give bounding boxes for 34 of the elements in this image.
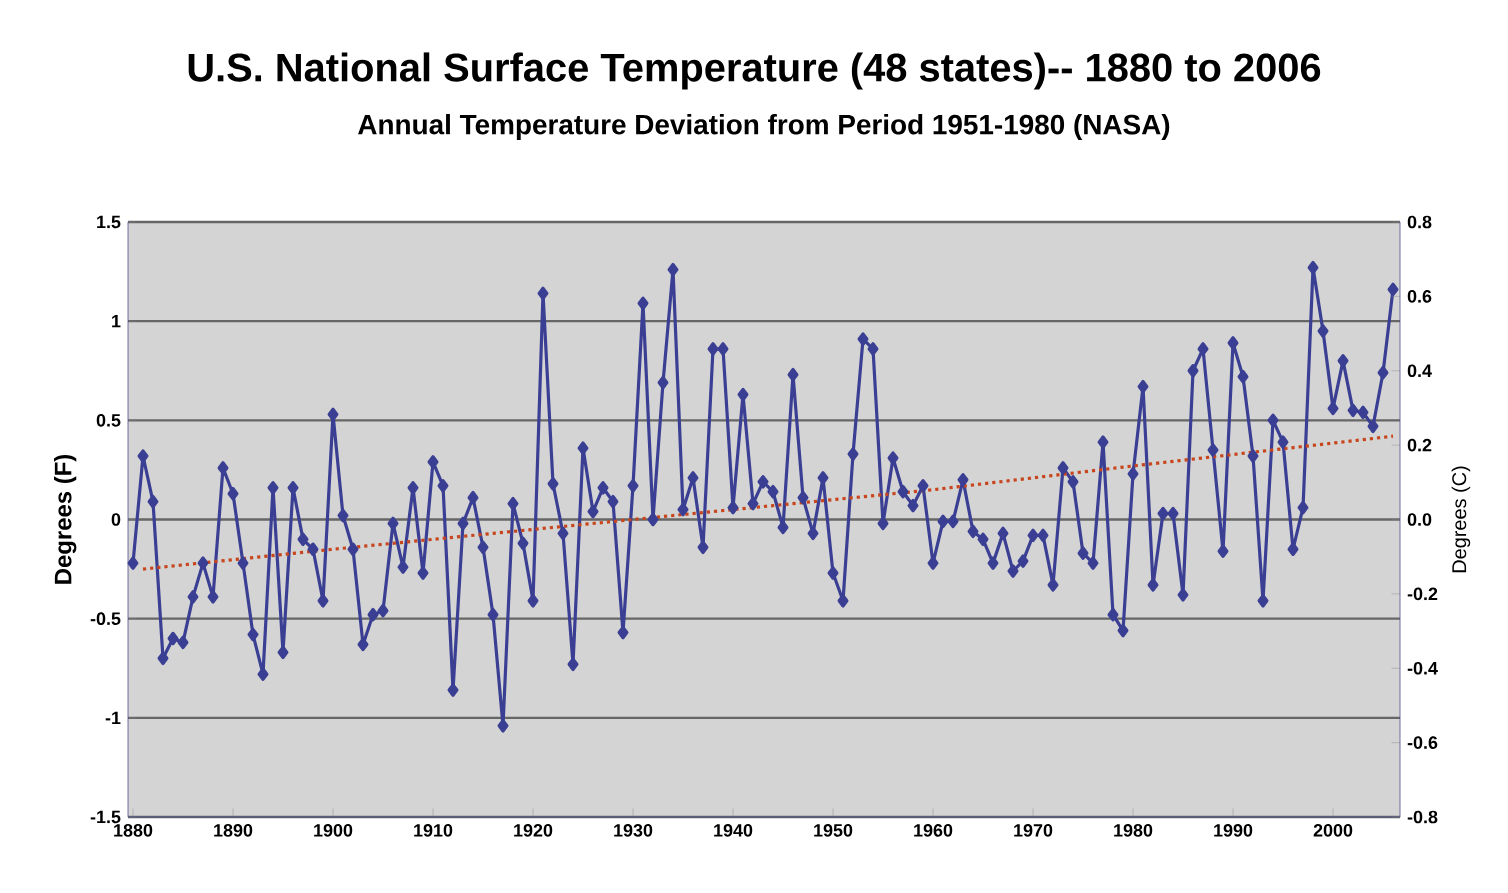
y2-tick-label: 0.0	[1407, 513, 1432, 526]
y-tick-label: 0	[111, 513, 121, 526]
y-tick-label: 1.5	[97, 215, 121, 229]
chart-subtitle: Annual Temperature Deviation from Period 1951-1980 (NASA)	[358, 113, 1170, 140]
y2-tick-label: 0.6	[1407, 290, 1432, 303]
x-tick-label: 2000	[1313, 824, 1353, 837]
y-tick-label: -1	[105, 711, 121, 724]
y-tick-label: 1	[112, 314, 121, 328]
y-tick-label: -1.5	[90, 810, 121, 824]
x-tick-label: 1880	[114, 824, 153, 837]
y2-tick-label: -0.4	[1407, 661, 1438, 675]
y-axis-title: Degrees (F)	[54, 454, 77, 584]
x-tick-label: 1910	[414, 824, 453, 837]
y2-axis-title: Degrees (C)	[1451, 466, 1471, 573]
y2-tick-label: 0.4	[1407, 364, 1432, 378]
x-tick-label: 1890	[214, 824, 253, 837]
y2-tick-label: 0.8	[1407, 215, 1432, 229]
x-tick-label: 1920	[514, 824, 553, 837]
x-tick-label: 1930	[614, 824, 653, 837]
y2-tick-label: -0.2	[1407, 587, 1438, 601]
y2-tick-label: -0.8	[1407, 810, 1438, 824]
x-tick-label: 1980	[1114, 824, 1153, 837]
y2-tick-label: -0.6	[1407, 736, 1438, 749]
x-tick-label: 1960	[914, 824, 953, 837]
x-tick-label: 1900	[314, 824, 353, 837]
x-tick-label: 1940	[714, 824, 753, 837]
x-tick-label: 1950	[814, 824, 853, 837]
y2-tick-label: 0.2	[1407, 438, 1432, 452]
line-series	[141, 434, 1395, 571]
x-tick-label: 1970	[1014, 824, 1053, 837]
chart-title: U.S. National Surface Temperature (48 states)-- 1880 to 2006	[188, 52, 1321, 90]
x-tick-label: 1990	[1214, 824, 1253, 837]
y-tick-label: 0.5	[96, 413, 121, 427]
y-tick-label: -0.5	[90, 612, 121, 626]
